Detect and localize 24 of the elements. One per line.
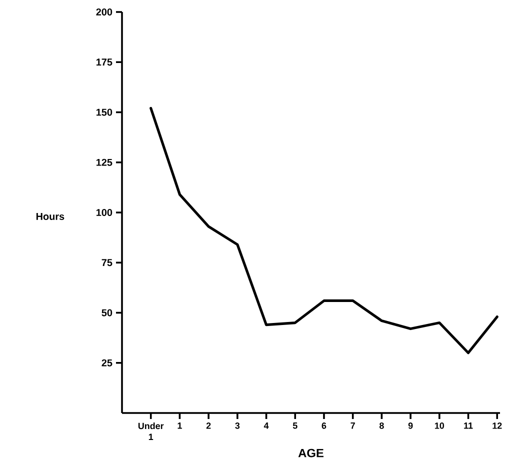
x-tick-label: 12 [492,422,502,429]
y-tick-label: 50 [102,309,112,316]
x-tick-label: 4 [264,422,269,429]
y-tick-label: 75 [102,259,112,266]
x-tick-label: 9 [408,422,413,429]
x-axis-title: AGE [298,448,324,458]
x-tick-label: 6 [322,422,326,429]
x-tick-label: 1 [178,422,182,429]
y-tick-label: 175 [96,58,112,66]
y-tick-label: 200 [96,8,112,16]
x-tick-label: 7 [350,422,355,429]
x-tick-label: 11 [464,422,473,429]
line-series [150,106,498,354]
x-tick-label: 5 [292,422,298,429]
x-tick-label: 3 [235,422,240,429]
x-tick-label: Under 1 [138,422,164,440]
y-tick-label: 25 [102,359,112,366]
y-tick-label: 100 [96,208,112,216]
x-tick-label: 2 [206,422,211,429]
x-tick-label: 8 [379,422,384,429]
y-tick-label: 150 [96,108,112,116]
x-tick-label: 10 [434,422,444,429]
y-axis-title: Hours [36,213,64,220]
y-tick-label: 125 [96,158,112,166]
